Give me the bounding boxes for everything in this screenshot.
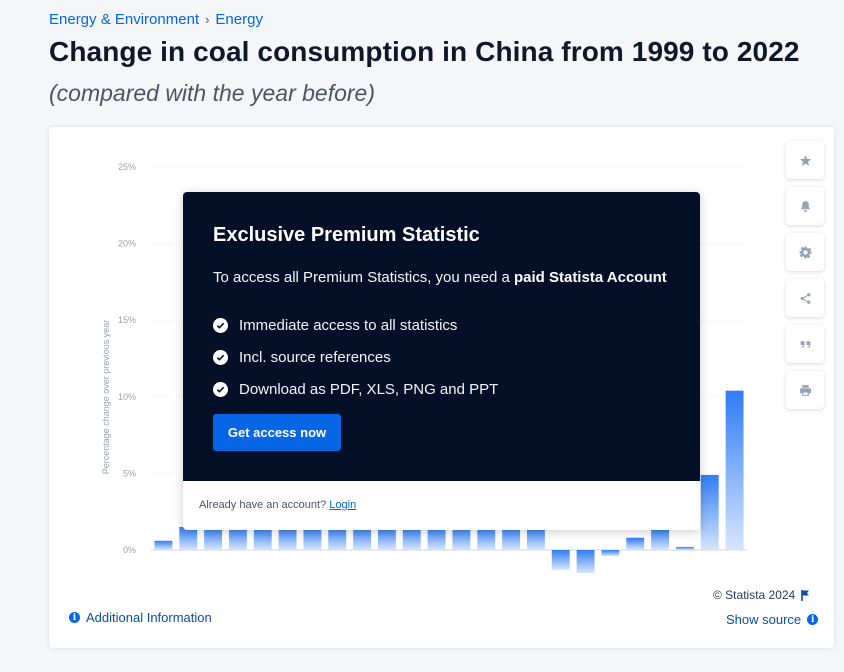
print-button[interactable] [786,371,824,409]
feature-item: Immediate access to all statistics [213,309,498,341]
page-title: Change in coal consumption in China from… [49,36,800,67]
bar [204,527,223,550]
paywall-description-bold: paid Statista Account [513,269,667,286]
bar [179,527,198,550]
flag-icon [801,589,810,601]
bar [626,537,645,550]
star-icon [799,154,811,166]
check-circle-icon [213,349,228,365]
y-tick-label: 25% [118,162,136,172]
share-button[interactable] [786,279,824,317]
premium-paywall-overlay: Exclusive Premium Statistic To access al… [183,192,700,530]
feature-item: Download as PDF, XLS, PNG and PPT [213,373,498,405]
favorite-button[interactable] [786,141,824,179]
share-icon [800,292,810,304]
cite-button[interactable] [786,325,824,363]
chart-card: 0% 5% 10% 15% 20% 25% Percentage change over p… [49,127,834,648]
bar [402,527,421,550]
bar [651,528,670,550]
breadcrumb: Energy & Environment › Energy [49,11,263,28]
additional-information-link[interactable]: i Additional Information [69,610,212,625]
y-tick-label: 15% [118,315,136,325]
login-prompt: Already have an account? [199,499,327,511]
bar [353,527,372,550]
chart-toolbar [786,141,824,409]
bar [477,527,496,550]
notification-button[interactable] [786,187,824,225]
quote-icon [800,340,810,348]
paywall-heading: Exclusive Premium Statistic [213,224,480,246]
copyright-link[interactable]: © Statista 2024 [713,588,810,602]
settings-button[interactable] [786,233,824,271]
bar [675,546,694,550]
info-icon: i [807,614,819,625]
bar [228,527,247,550]
print-icon [799,384,811,396]
bar [452,527,471,550]
show-source-link[interactable]: Show source i [726,612,819,627]
y-tick-label: 5% [123,468,136,478]
y-tick-label: 20% [118,239,136,249]
bar [601,550,620,557]
y-tick-label: 10% [118,392,136,402]
info-icon: i [69,612,80,623]
bar [377,527,396,550]
bar [253,527,272,550]
paywall-description: To access all Premium Statistics, you ne… [213,269,667,286]
bar [328,527,347,550]
feature-item: Incl. source references [213,341,498,373]
bar [427,527,446,550]
login-panel: Already have an account? Login [183,481,700,530]
bar [154,540,173,550]
check-circle-icon [213,317,228,333]
get-access-button[interactable]: Get access now [213,414,341,451]
breadcrumb-current-link[interactable]: Energy [215,11,263,28]
breadcrumb-parent-link[interactable]: Energy & Environment [49,11,200,28]
bar [551,550,570,570]
bell-icon [800,200,810,212]
bar-chart: 0% 5% 10% 15% 20% 25% Percentage change over p… [101,162,747,573]
y-axis-title: Percentage change over previous year [101,320,111,475]
bar [700,474,719,550]
bar [502,527,521,550]
bar [526,527,545,550]
bar [278,527,297,550]
gear-icon [799,246,811,258]
feature-list: Immediate access to all statistics Incl.… [213,309,498,405]
page-subtitle: (compared with the year before) [49,80,375,106]
y-tick-label: 0% [123,545,136,555]
bar [303,527,322,550]
bar [576,550,595,573]
check-circle-icon [213,381,228,397]
breadcrumb-separator: › [205,12,210,27]
paywall-panel: Exclusive Premium Statistic To access al… [183,192,700,481]
bar [725,390,744,550]
login-link[interactable]: Login [329,499,357,511]
